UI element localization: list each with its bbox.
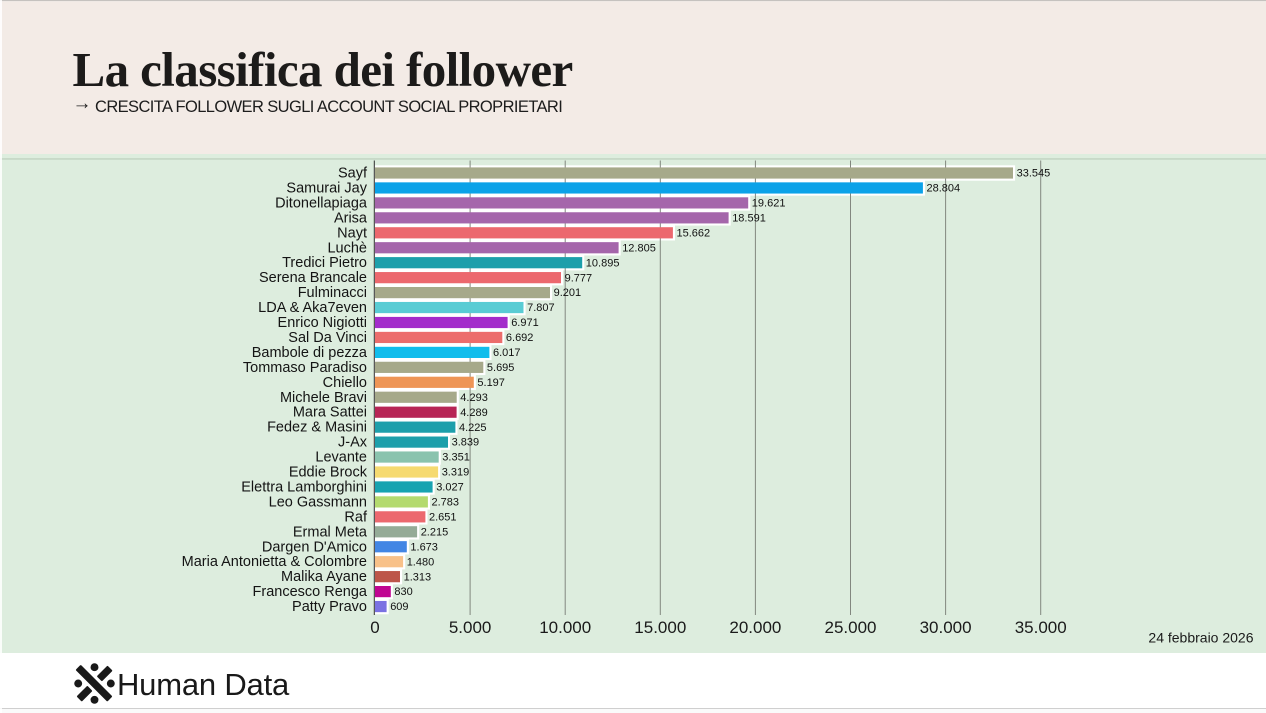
svg-text:0: 0 xyxy=(370,618,379,637)
svg-text:Elettra Lamborghini: Elettra Lamborghini xyxy=(241,479,367,495)
svg-text:Serena Brancale: Serena Brancale xyxy=(259,270,367,286)
svg-text:Michele Bravi: Michele Bravi xyxy=(280,390,367,406)
svg-text:J-Ax: J-Ax xyxy=(338,435,368,451)
svg-text:Eddie Brock: Eddie Brock xyxy=(289,465,368,481)
svg-text:20.000: 20.000 xyxy=(729,618,781,637)
svg-text:3.351: 3.351 xyxy=(442,452,470,464)
svg-text:5.197: 5.197 xyxy=(477,377,505,389)
svg-text:Fulminacci: Fulminacci xyxy=(298,285,367,301)
svg-text:15.000: 15.000 xyxy=(634,618,686,637)
svg-text:2.215: 2.215 xyxy=(421,526,449,538)
svg-text:6.017: 6.017 xyxy=(493,347,521,359)
svg-text:4.225: 4.225 xyxy=(459,422,487,434)
svg-text:Sal Da Vinci: Sal Da Vinci xyxy=(288,330,367,346)
svg-text:19.621: 19.621 xyxy=(752,198,786,210)
svg-text:Raf: Raf xyxy=(344,509,368,525)
svg-text:Leo Gassmann: Leo Gassmann xyxy=(269,494,367,510)
svg-text:1.480: 1.480 xyxy=(407,556,435,568)
svg-text:18.591: 18.591 xyxy=(732,212,766,224)
svg-text:LDA & Aka7even: LDA & Aka7even xyxy=(258,300,367,316)
svg-text:Samurai Jay: Samurai Jay xyxy=(286,180,367,196)
svg-text:1.673: 1.673 xyxy=(410,541,438,553)
svg-text:10.000: 10.000 xyxy=(539,618,591,637)
svg-text:Patty Pravo: Patty Pravo xyxy=(292,599,367,615)
svg-text:6.692: 6.692 xyxy=(506,332,534,344)
svg-text:Chiello: Chiello xyxy=(323,375,367,391)
svg-text:6.971: 6.971 xyxy=(511,317,539,329)
svg-text:Levante: Levante xyxy=(315,450,367,466)
svg-text:2.651: 2.651 xyxy=(429,511,457,523)
svg-text:Arisa: Arisa xyxy=(334,210,368,226)
svg-text:2.783: 2.783 xyxy=(432,497,460,509)
svg-text:24 febbraio 2026: 24 febbraio 2026 xyxy=(1148,630,1253,646)
svg-text:15.662: 15.662 xyxy=(677,227,711,239)
svg-text:Fedez & Masini: Fedez & Masini xyxy=(267,420,367,436)
svg-text:5.695: 5.695 xyxy=(487,362,515,374)
svg-text:Francesco Renga: Francesco Renga xyxy=(253,584,368,600)
svg-text:Ditonellapiaga: Ditonellapiaga xyxy=(275,195,368,211)
svg-text:830: 830 xyxy=(394,586,412,598)
svg-text:35.000: 35.000 xyxy=(1015,618,1067,637)
svg-text:4.289: 4.289 xyxy=(460,407,488,419)
svg-text:Dargen D'Amico: Dargen D'Amico xyxy=(262,539,367,555)
svg-text:5.000: 5.000 xyxy=(449,618,492,637)
svg-text:25.000: 25.000 xyxy=(825,618,877,637)
svg-text:Mara Sattei: Mara Sattei xyxy=(293,405,367,421)
svg-text:Luchè: Luchè xyxy=(327,240,367,256)
svg-text:9.201: 9.201 xyxy=(554,287,582,299)
svg-text:1.313: 1.313 xyxy=(404,571,432,583)
svg-text:7.807: 7.807 xyxy=(527,302,555,314)
svg-text:3.319: 3.319 xyxy=(442,467,470,479)
svg-text:609: 609 xyxy=(390,601,408,613)
svg-text:28.804: 28.804 xyxy=(927,183,961,195)
svg-text:Ermal Meta: Ermal Meta xyxy=(293,524,368,540)
svg-text:10.895: 10.895 xyxy=(586,257,620,269)
svg-text:Tommaso Paradiso: Tommaso Paradiso xyxy=(243,360,367,376)
svg-text:Sayf: Sayf xyxy=(338,166,368,182)
svg-text:33.545: 33.545 xyxy=(1017,168,1051,180)
svg-text:Maria Antonietta & Colombre: Maria Antonietta & Colombre xyxy=(182,554,367,570)
svg-text:9.777: 9.777 xyxy=(565,272,593,284)
svg-text:4.293: 4.293 xyxy=(460,392,488,404)
svg-text:12.805: 12.805 xyxy=(622,242,656,254)
svg-text:3.027: 3.027 xyxy=(436,482,464,494)
svg-text:30.000: 30.000 xyxy=(920,618,972,637)
svg-text:Tredici Pietro: Tredici Pietro xyxy=(282,255,367,271)
svg-text:Bambole di pezza: Bambole di pezza xyxy=(252,345,368,361)
svg-text:Enrico Nigiotti: Enrico Nigiotti xyxy=(278,315,367,331)
svg-text:3.839: 3.839 xyxy=(452,437,480,449)
svg-text:Malika Ayane: Malika Ayane xyxy=(281,569,367,585)
svg-text:Nayt: Nayt xyxy=(337,225,367,241)
